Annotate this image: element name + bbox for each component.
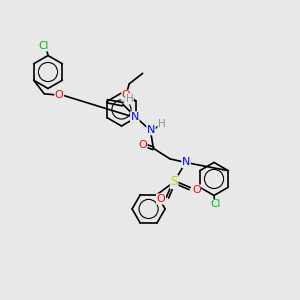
Text: N: N — [130, 112, 139, 122]
Text: O: O — [138, 140, 147, 150]
Text: H: H — [125, 94, 133, 104]
Text: O: O — [157, 194, 165, 204]
Text: N: N — [182, 158, 190, 167]
Text: O: O — [122, 90, 130, 100]
Text: O: O — [55, 90, 64, 100]
Text: H: H — [158, 119, 166, 129]
Text: N: N — [147, 125, 155, 135]
Text: Cl: Cl — [210, 200, 221, 209]
Text: O: O — [192, 185, 201, 195]
Text: S: S — [170, 176, 178, 188]
Text: Cl: Cl — [38, 41, 49, 51]
